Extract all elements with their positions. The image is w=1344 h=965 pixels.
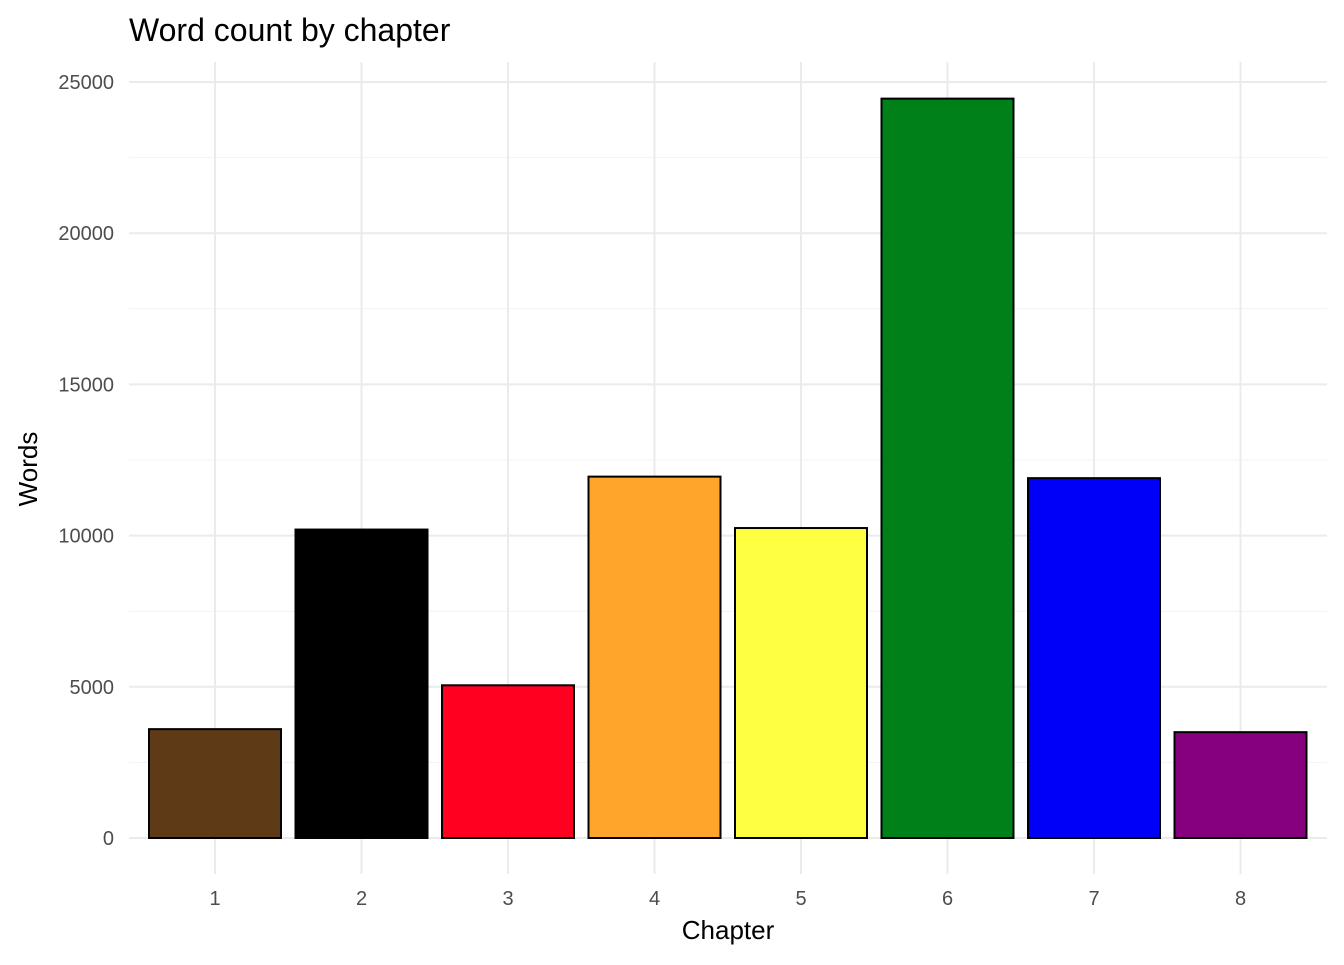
- bar-chapter-6: [880, 97, 1015, 839]
- x-tick-label: 5: [795, 888, 806, 910]
- x-tick-label: 7: [1088, 888, 1099, 910]
- y-tick-label: 10000: [58, 526, 114, 548]
- bar-chapter-4: [587, 475, 722, 839]
- y-tick-label: 20000: [58, 223, 114, 245]
- bar-chapter-8: [1173, 731, 1308, 839]
- x-tick-label: 8: [1235, 888, 1246, 910]
- y-tick-label: 5000: [70, 677, 115, 699]
- x-axis-title: Chapter: [682, 915, 775, 945]
- x-tick-label: 6: [942, 888, 953, 910]
- y-axis-ticks: 0 5000 10000 15000 20000 25000: [58, 72, 114, 850]
- y-axis-title: Words: [13, 432, 43, 507]
- bar-chapter-1: [148, 728, 282, 839]
- y-tick-label: 25000: [58, 72, 114, 94]
- chart-title: Word count by chapter: [129, 12, 451, 48]
- bar-chapter-2: [294, 528, 429, 839]
- x-tick-label: 4: [649, 888, 660, 910]
- bar-chapter-7: [1027, 477, 1161, 839]
- y-tick-label: 0: [103, 828, 114, 850]
- bars: [148, 97, 1308, 840]
- x-tick-label: 3: [502, 888, 513, 910]
- y-tick-label: 15000: [58, 374, 114, 396]
- bar-chapter-5: [734, 527, 868, 839]
- x-tick-label: 2: [356, 888, 367, 910]
- x-tick-label: 1: [209, 888, 220, 910]
- bar-chapter-3: [441, 684, 575, 840]
- x-axis-ticks: 1 2 3 4 5 6 7 8: [209, 888, 1246, 910]
